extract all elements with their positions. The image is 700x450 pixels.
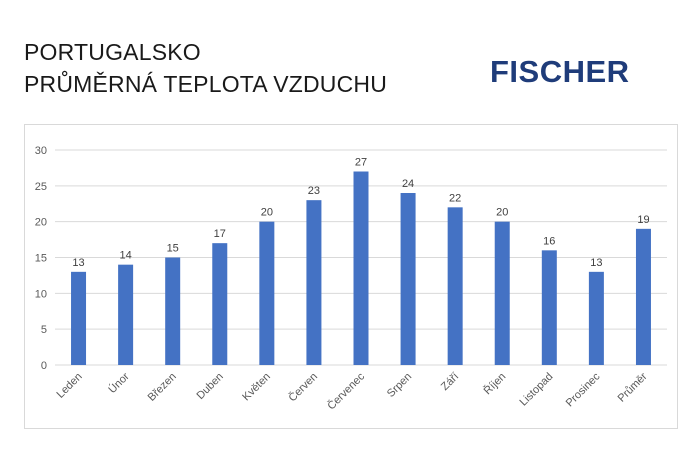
title-line-country: PORTUGALSKO <box>24 39 201 65</box>
bar <box>306 200 322 365</box>
data-label: 14 <box>119 250 131 262</box>
data-label: 23 <box>308 185 320 197</box>
x-axis-ticks: Leden Únor Březen Duben Květen Červen Červenec… <box>55 370 650 413</box>
data-label: 19 <box>637 214 649 226</box>
x-tick-label: Únor <box>106 370 132 396</box>
bar <box>259 221 275 365</box>
title-line-subject: PRŮMĚRNÁ TEPLOTA VZDUCHU <box>24 71 388 97</box>
bar <box>541 250 557 365</box>
fischer-logo: FISCHER <box>490 54 630 89</box>
y-tick-label: 30 <box>35 145 47 157</box>
bar <box>494 221 510 365</box>
y-tick-label: 10 <box>35 288 47 300</box>
data-label: 22 <box>449 192 461 204</box>
y-tick-label: 5 <box>41 324 47 336</box>
y-tick-label: 15 <box>35 253 47 265</box>
data-label: 20 <box>496 207 508 219</box>
x-tick-label: Září <box>439 371 461 393</box>
bar <box>588 271 604 365</box>
x-tick-label: Duben <box>194 371 225 402</box>
bars <box>71 171 651 365</box>
bar <box>212 243 228 365</box>
chart-title: PORTUGALSKO PRŮMĚRNÁ TEPLOTA VZDUCHU <box>24 36 387 100</box>
chart-area: 0 5 10 15 20 25 30 13 14 15 17 20 23 27 24 22 20 16 13 19 … <box>24 124 678 429</box>
bar <box>71 271 87 365</box>
data-label: 13 <box>72 257 84 269</box>
x-tick-label: Srpen <box>385 371 414 400</box>
x-tick-label: Říjen <box>481 370 508 397</box>
y-tick-label: 0 <box>41 360 47 372</box>
data-label: 17 <box>214 228 226 240</box>
x-tick-label: Červenec <box>325 370 368 413</box>
bar <box>118 264 134 365</box>
bar <box>353 171 369 365</box>
data-label: 16 <box>543 235 555 247</box>
data-label: 13 <box>590 257 602 269</box>
x-tick-label: Březen <box>146 371 179 404</box>
x-tick-label: Leden <box>55 371 85 401</box>
bar <box>635 228 651 365</box>
data-label: 15 <box>167 243 179 255</box>
bar <box>165 257 181 365</box>
data-label: 27 <box>355 157 367 169</box>
y-axis-ticks: 0 5 10 15 20 25 30 <box>35 145 47 372</box>
bar <box>400 193 416 365</box>
x-tick-label: Průměr <box>616 370 650 404</box>
data-label: 24 <box>402 178 414 190</box>
x-tick-label: Prosinec <box>564 370 603 409</box>
y-tick-label: 20 <box>35 217 47 229</box>
data-labels: 13 14 15 17 20 23 27 24 22 20 16 13 19 <box>72 157 649 269</box>
data-label: 20 <box>261 207 273 219</box>
x-tick-label: Listopad <box>518 371 556 409</box>
y-tick-label: 25 <box>35 181 47 193</box>
bar <box>447 207 463 365</box>
x-tick-label: Červen <box>286 370 320 404</box>
x-tick-label: Květen <box>240 371 273 404</box>
